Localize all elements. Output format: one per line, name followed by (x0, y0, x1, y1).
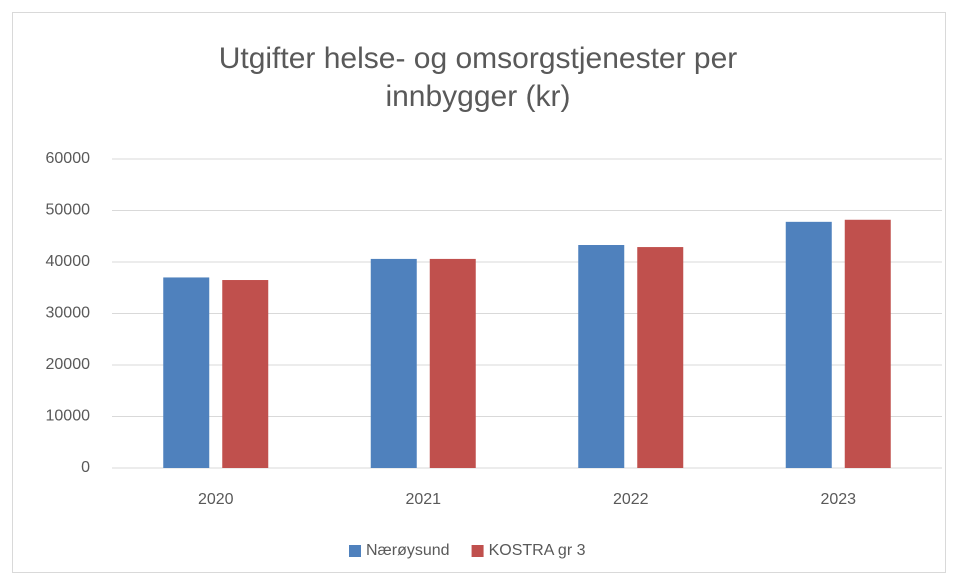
bar (844, 219, 891, 468)
bar (222, 280, 269, 468)
legend-swatch (349, 545, 361, 557)
x-tick-label: 2022 (613, 491, 649, 508)
bar (163, 277, 210, 468)
y-tick-label: 0 (81, 459, 90, 476)
y-tick-label: 20000 (46, 356, 91, 373)
y-tick-label: 50000 (46, 202, 91, 219)
bar (578, 245, 625, 468)
legend-label: KOSTRA gr 3 (489, 542, 586, 559)
x-tick-label: 2020 (198, 491, 234, 508)
bar (429, 258, 476, 468)
chart-title: Utgifter helse- og omsorgstjenester per … (218, 42, 738, 113)
bar (637, 247, 684, 468)
chart-frame (12, 12, 946, 573)
y-tick-label: 10000 (46, 408, 91, 425)
legend-swatch (471, 545, 484, 557)
x-tick-label: 2023 (820, 491, 856, 508)
y-tick-label: 60000 (46, 150, 91, 167)
legend-label: Nærøysund (366, 542, 450, 559)
y-tick-label: 40000 (46, 253, 91, 270)
bar (785, 221, 832, 468)
bar (370, 258, 417, 468)
x-tick-label: 2021 (405, 491, 441, 508)
y-tick-label: 30000 (46, 305, 91, 322)
